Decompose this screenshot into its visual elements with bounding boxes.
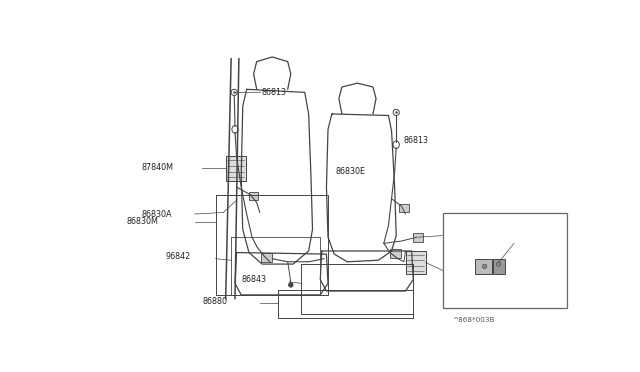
Bar: [493, 259, 506, 274]
Circle shape: [289, 283, 293, 287]
Bar: [406, 251, 426, 274]
Bar: [476, 259, 492, 274]
Circle shape: [496, 262, 501, 266]
Bar: [443, 212, 566, 308]
Text: 86813: 86813: [261, 88, 286, 97]
Text: 86830E: 86830E: [336, 167, 365, 176]
Text: 86843: 86843: [241, 275, 266, 284]
Text: 87840M: 87840M: [447, 267, 479, 276]
Text: 86930A: 86930A: [444, 231, 475, 240]
Text: 86830A: 86830A: [142, 209, 173, 218]
Text: 86880: 86880: [202, 296, 227, 305]
Bar: [399, 204, 408, 212]
Bar: [249, 192, 259, 200]
Text: 86848: 86848: [516, 234, 541, 243]
Text: 86813: 86813: [404, 137, 429, 145]
Text: 86830M: 86830M: [127, 217, 158, 226]
Text: ^868*003B: ^868*003B: [452, 317, 495, 323]
Bar: [261, 253, 272, 262]
Text: 87840M: 87840M: [142, 163, 174, 172]
Bar: [390, 249, 401, 258]
Bar: [226, 156, 246, 181]
Text: 96842: 96842: [165, 252, 191, 261]
Circle shape: [482, 264, 487, 269]
Bar: [413, 233, 423, 242]
